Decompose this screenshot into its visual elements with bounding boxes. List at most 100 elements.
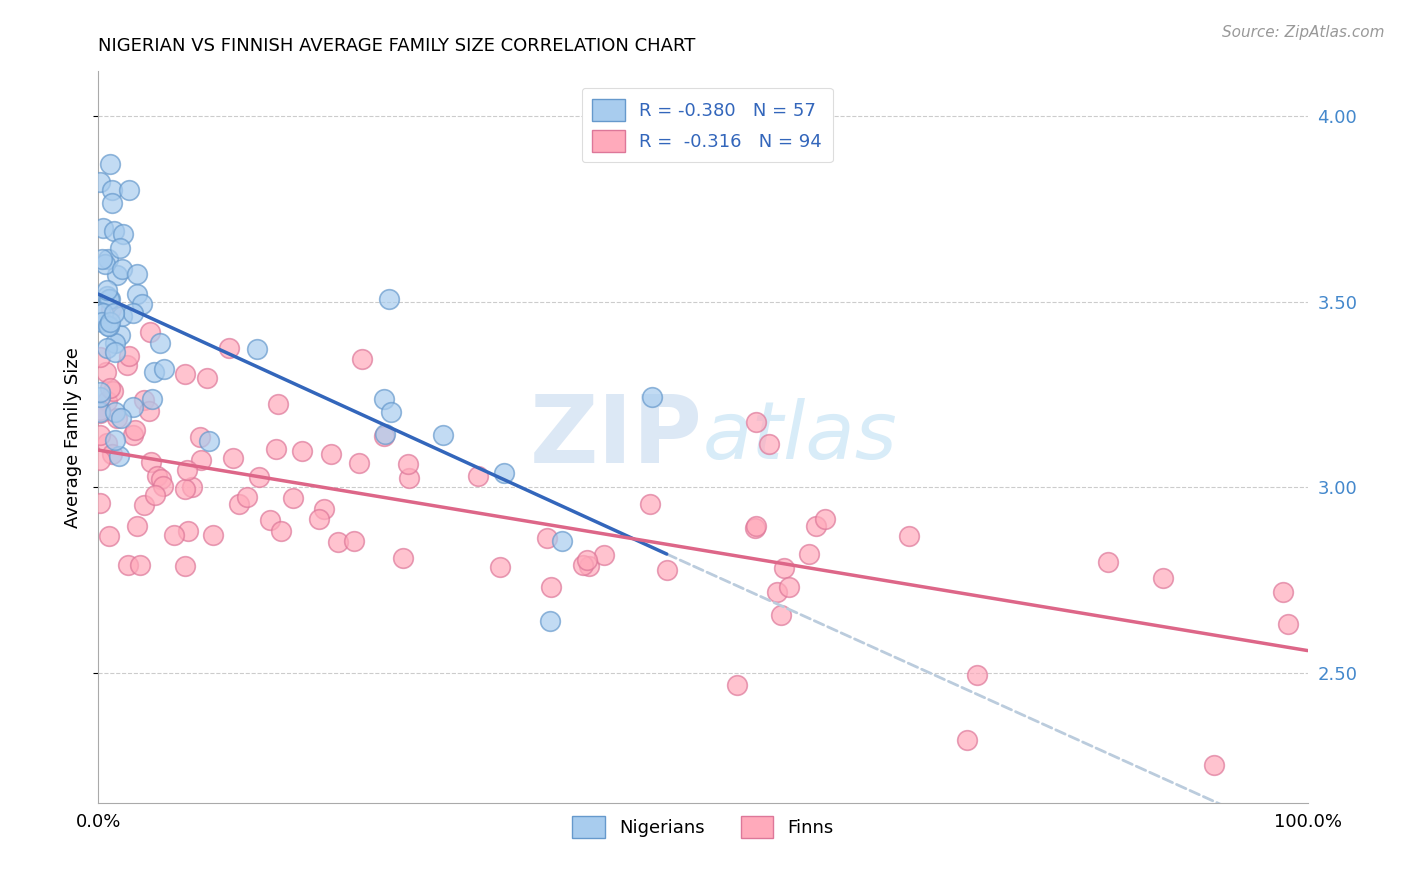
Point <box>392 550 415 565</box>
Point <box>118 350 141 364</box>
Point <box>104 336 127 351</box>
Point <box>174 368 197 382</box>
Point <box>163 528 186 542</box>
Point <box>96 289 118 303</box>
Point <box>89 350 111 364</box>
Point <box>772 560 794 574</box>
Point <box>575 553 598 567</box>
Point <box>97 252 120 266</box>
Point <box>1277 617 1299 632</box>
Point <box>97 292 120 306</box>
Point <box>127 286 149 301</box>
Point <box>190 430 212 444</box>
Point <box>266 397 288 411</box>
Point <box>91 315 114 329</box>
Point <box>308 512 330 526</box>
Point <box>100 301 122 316</box>
Point <box>139 455 162 469</box>
Point <box>641 390 664 404</box>
Point <box>966 668 988 682</box>
Point <box>105 410 128 425</box>
Point <box>110 328 132 343</box>
Point <box>956 733 979 747</box>
Point <box>321 447 343 461</box>
Point <box>769 607 792 622</box>
Point <box>745 518 768 533</box>
Point <box>127 519 149 533</box>
Point <box>107 450 129 464</box>
Point <box>98 529 121 543</box>
Point <box>117 558 139 572</box>
Point <box>146 469 169 483</box>
Point <box>247 470 270 484</box>
Point <box>201 527 224 541</box>
Point <box>246 342 269 356</box>
Point <box>142 365 165 379</box>
Point <box>127 267 149 281</box>
Point <box>94 365 117 379</box>
Point <box>218 341 240 355</box>
Point <box>222 450 245 465</box>
Point <box>89 427 111 442</box>
Point <box>398 470 420 484</box>
Point <box>101 447 124 461</box>
Point <box>799 547 821 561</box>
Point <box>259 513 281 527</box>
Point <box>897 529 920 543</box>
Point <box>638 497 661 511</box>
Point <box>129 558 152 572</box>
Text: atlas: atlas <box>703 398 898 476</box>
Point <box>180 480 202 494</box>
Point <box>132 498 155 512</box>
Point <box>190 453 212 467</box>
Point <box>804 519 827 533</box>
Point <box>1152 571 1174 585</box>
Point <box>467 469 489 483</box>
Point <box>174 482 197 496</box>
Point <box>96 436 118 450</box>
Point <box>101 195 124 210</box>
Point <box>765 584 787 599</box>
Point <box>291 444 314 458</box>
Point <box>489 560 512 574</box>
Point <box>374 426 396 441</box>
Point <box>110 411 132 425</box>
Point <box>111 227 134 241</box>
Point <box>103 306 125 320</box>
Text: Source: ZipAtlas.com: Source: ZipAtlas.com <box>1222 25 1385 40</box>
Point <box>198 434 221 448</box>
Point <box>124 423 146 437</box>
Point <box>94 256 117 270</box>
Point <box>176 463 198 477</box>
Point <box>89 406 111 420</box>
Point <box>111 310 134 324</box>
Point <box>744 521 766 535</box>
Point <box>352 352 374 367</box>
Y-axis label: Average Family Size: Average Family Size <box>65 347 83 527</box>
Text: ZIP: ZIP <box>530 391 703 483</box>
Point <box>100 183 122 197</box>
Point <box>195 371 218 385</box>
Point <box>111 262 134 277</box>
Point <box>89 384 111 399</box>
Point <box>105 268 128 283</box>
Point <box>745 415 768 429</box>
Point <box>814 512 837 526</box>
Point <box>538 615 561 629</box>
Point <box>177 524 200 538</box>
Point <box>89 175 111 189</box>
Point <box>578 558 600 573</box>
Point <box>270 524 292 539</box>
Point <box>758 437 780 451</box>
Point <box>657 562 679 576</box>
Point <box>152 479 174 493</box>
Point <box>98 314 121 328</box>
Point <box>115 358 138 372</box>
Point <box>122 306 145 320</box>
Text: NIGERIAN VS FINNISH AVERAGE FAMILY SIZE CORRELATION CHART: NIGERIAN VS FINNISH AVERAGE FAMILY SIZE … <box>98 37 696 54</box>
Point <box>380 405 402 419</box>
Point <box>98 157 121 171</box>
Point <box>396 457 419 471</box>
Point <box>98 381 121 395</box>
Point <box>592 548 614 562</box>
